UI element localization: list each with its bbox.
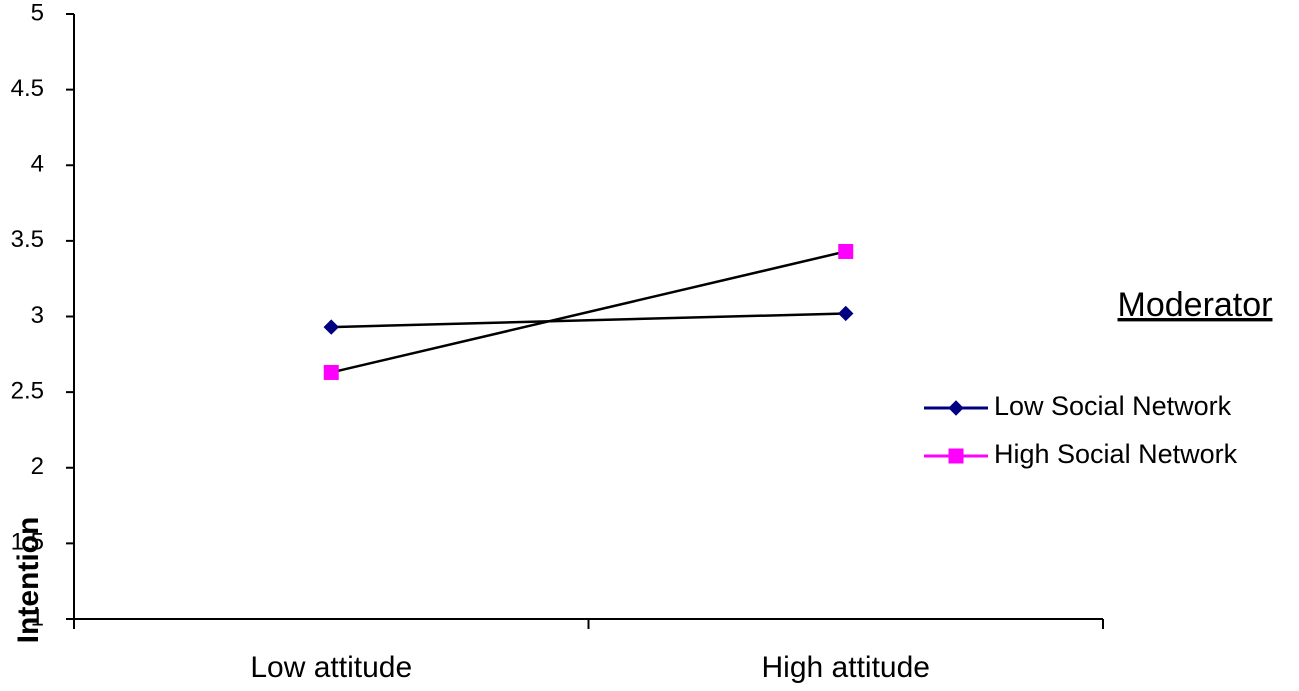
y-axis-label: Intention (12, 517, 45, 644)
y-tick-label: 2 (31, 453, 44, 480)
data-point (838, 243, 854, 259)
y-tick-label: 1 (31, 604, 44, 631)
series-line (330, 250, 847, 374)
legend-marker (948, 400, 964, 416)
legend-label: High Social Network (994, 439, 1238, 469)
y-tick-label: 1.5 (11, 529, 44, 556)
y-tick-label: 4.5 (11, 75, 44, 102)
y-tick-label: 5 (31, 0, 44, 26)
y-tick-label: 4 (31, 151, 44, 178)
legend-label: Low Social Network (994, 391, 1232, 421)
legend-title: Moderator (1118, 286, 1273, 324)
x-tick-label: High attitude (762, 651, 930, 684)
legend-marker (948, 448, 964, 464)
y-tick-label: 3 (31, 302, 44, 329)
series-line (331, 312, 846, 329)
data-point (323, 364, 339, 380)
x-tick-label: Low attitude (250, 651, 412, 684)
y-tick-label: 3.5 (11, 226, 44, 253)
y-tick-label: 2.5 (11, 377, 44, 404)
data-point (323, 319, 339, 335)
data-point (838, 305, 854, 322)
